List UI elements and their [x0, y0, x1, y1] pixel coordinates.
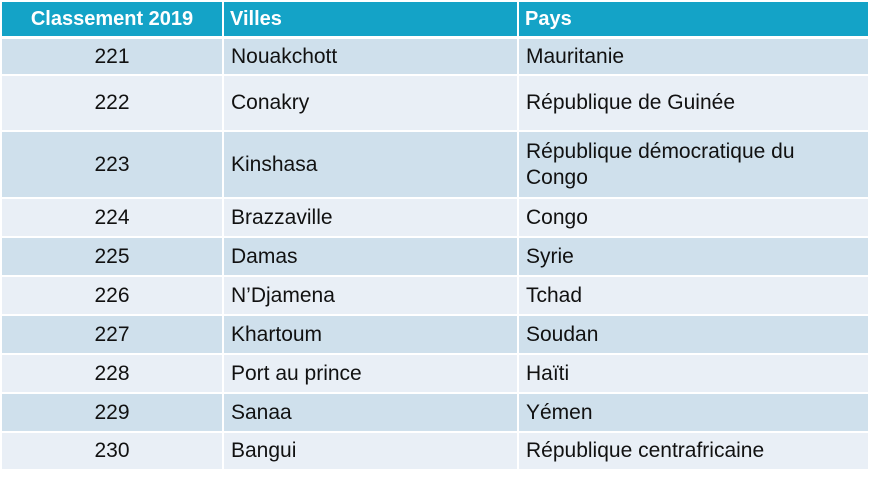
rank-cell: 223 [2, 132, 222, 199]
city-cell: Nouakchott [222, 39, 517, 76]
header-city: Villes [222, 2, 517, 39]
city-cell: Sanaa [222, 394, 517, 433]
table-header-row: Classement 2019 Villes Pays [2, 2, 868, 39]
header-rank: Classement 2019 [2, 2, 222, 39]
rank-cell: 229 [2, 394, 222, 433]
city-cell: Kinshasa [222, 132, 517, 199]
city-cell: Damas [222, 238, 517, 277]
country-cell: Congo [517, 199, 868, 238]
table-row: 222 Conakry République de Guinée [2, 76, 868, 132]
table-row: 223 Kinshasa République démocratique du … [2, 132, 868, 199]
table-row: 227 Khartoum Soudan [2, 316, 868, 355]
city-cell: Conakry [222, 76, 517, 132]
city-cell: Khartoum [222, 316, 517, 355]
rank-cell: 222 [2, 76, 222, 132]
country-cell: République démocratique du Congo [517, 132, 868, 199]
rank-cell: 225 [2, 238, 222, 277]
country-cell: Mauritanie [517, 39, 868, 76]
country-cell: République centrafricaine [517, 433, 868, 471]
table-row: 229 Sanaa Yémen [2, 394, 868, 433]
country-cell: Yémen [517, 394, 868, 433]
table-row: 221 Nouakchott Mauritanie [2, 39, 868, 76]
table-row: 226 N’Djamena Tchad [2, 277, 868, 316]
ranking-table: Classement 2019 Villes Pays 221 Nouakcho… [2, 2, 868, 471]
rank-cell: 228 [2, 355, 222, 394]
rank-cell: 224 [2, 199, 222, 238]
table-row: 224 Brazzaville Congo [2, 199, 868, 238]
city-cell: Brazzaville [222, 199, 517, 238]
city-cell: Bangui [222, 433, 517, 471]
country-cell: Syrie [517, 238, 868, 277]
country-cell: Haïti [517, 355, 868, 394]
rank-cell: 221 [2, 39, 222, 76]
ranking-table-container: Classement 2019 Villes Pays 221 Nouakcho… [2, 2, 868, 471]
table-row: 225 Damas Syrie [2, 238, 868, 277]
country-cell: Tchad [517, 277, 868, 316]
city-cell: N’Djamena [222, 277, 517, 316]
country-cell: Soudan [517, 316, 868, 355]
rank-cell: 230 [2, 433, 222, 471]
header-country: Pays [517, 2, 868, 39]
table-row: 228 Port au prince Haïti [2, 355, 868, 394]
table-row: 230 Bangui République centrafricaine [2, 433, 868, 471]
country-cell: République de Guinée [517, 76, 868, 132]
rank-cell: 226 [2, 277, 222, 316]
rank-cell: 227 [2, 316, 222, 355]
city-cell: Port au prince [222, 355, 517, 394]
